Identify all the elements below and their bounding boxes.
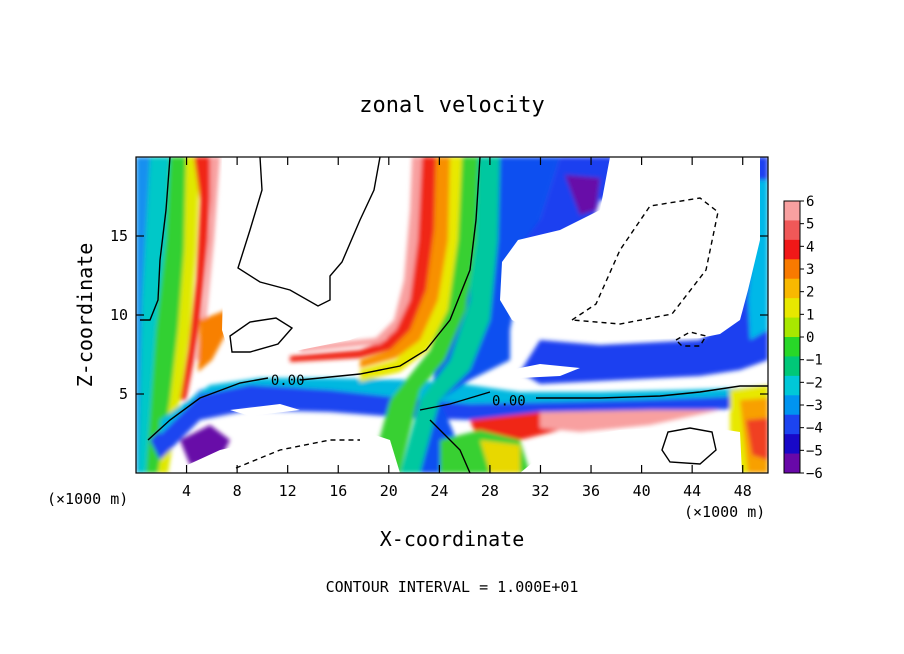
colorbar-swatch <box>784 259 800 280</box>
y-tick-label: 5 <box>119 385 128 403</box>
field-left-red <box>180 157 212 400</box>
x-tick-label: 28 <box>481 482 499 500</box>
field-lowmid-yellow <box>480 440 520 473</box>
contour-label: 0.00 <box>271 373 305 389</box>
colorbar-label: 4 <box>806 239 814 255</box>
x-tick-label: 24 <box>430 482 448 500</box>
x-unit-label-right: (×1000 m) <box>684 503 765 521</box>
colorbar-swatch <box>784 317 800 338</box>
contour-dashed-small <box>674 331 708 347</box>
field-left-yellow <box>158 157 200 473</box>
contour-upper-left <box>237 157 381 307</box>
colorbar-swatch <box>784 395 800 416</box>
colorbar-label: 2 <box>806 285 814 301</box>
y-axis-ticks: 5 10 15 <box>110 227 768 403</box>
colorbar-swatch <box>784 356 800 377</box>
contour-label: 0.00 <box>492 393 526 409</box>
field-col-yellow <box>360 157 462 382</box>
field-right-red <box>746 418 768 460</box>
contour-dashed-right <box>569 197 719 325</box>
colorbar: 6 5 4 3 2 1 0 −1 −2 −3 −4 −5 −6 <box>783 194 823 482</box>
white-upper-right <box>500 157 760 340</box>
field-left-orange <box>198 310 228 372</box>
colorbar-swatch <box>784 414 800 435</box>
field-right-blue <box>510 157 768 384</box>
colorbar-label: 0 <box>806 330 814 346</box>
x-tick-label: 12 <box>279 482 297 500</box>
x-axis-label: X-coordinate <box>380 527 525 551</box>
x-tick-label: 48 <box>734 482 752 500</box>
chart-title: zonal velocity <box>359 93 544 118</box>
x-tick-label: 36 <box>582 482 600 500</box>
contour-zero-left <box>140 157 171 321</box>
field-left-pink <box>196 157 220 360</box>
contour-interval-note: CONTOUR INTERVAL = 1.000E+01 <box>326 578 579 596</box>
colorbar-swatch <box>784 434 800 454</box>
colorbar-label: −5 <box>806 443 823 459</box>
contour-labels: 0.00 0.00 <box>271 373 526 410</box>
field-fill <box>136 157 768 473</box>
colorbar-swatch <box>784 375 800 396</box>
field-bottom-cyan <box>160 378 768 435</box>
colorbar-label: −3 <box>806 398 823 414</box>
colorbar-swatch <box>784 220 800 241</box>
contour-zero-right-b <box>536 385 768 399</box>
y-tick-label: 15 <box>110 227 128 245</box>
colorbar-label: 1 <box>806 307 814 323</box>
field-left-cyan <box>138 157 170 473</box>
colorbar-label: −6 <box>806 466 823 482</box>
x-tick-label: 20 <box>380 482 398 500</box>
colorbar-label: 6 <box>806 194 814 210</box>
white-right-gap <box>500 364 580 378</box>
colorbar-swatch <box>784 337 800 357</box>
x-tick-label: 4 <box>182 482 191 500</box>
contour-dashed-low <box>235 439 360 469</box>
field-left-green <box>146 157 190 473</box>
field-col-green <box>370 157 478 473</box>
colorbar-swatch <box>784 201 800 221</box>
contour-lines <box>140 157 768 473</box>
white-low-right <box>520 426 742 473</box>
x-tick-label: 8 <box>233 482 242 500</box>
colorbar-swatch <box>784 453 800 474</box>
x-unit-label: (×1000 m) <box>47 490 128 508</box>
y-tick-label: 10 <box>110 306 128 324</box>
contour-zero-main-b <box>299 157 481 381</box>
white-low-left <box>170 430 400 473</box>
contour-zero-main <box>147 377 269 441</box>
colorbar-swatch <box>784 298 800 318</box>
colorbar-label: −4 <box>806 421 823 437</box>
colorbar-label: 5 <box>806 217 814 233</box>
colorbar-label: −2 <box>806 375 823 391</box>
field-white-regions <box>170 157 760 473</box>
contour-low-mid <box>429 419 471 473</box>
colorbar-label: 3 <box>806 262 814 278</box>
contour-small-left <box>229 317 294 353</box>
x-tick-label: 40 <box>633 482 651 500</box>
contour-low-right <box>661 427 717 465</box>
field-lowmid-pink <box>540 410 720 432</box>
colorbar-swatch <box>784 239 800 260</box>
x-tick-label: 16 <box>329 482 347 500</box>
x-axis-ticks: 4 8 12 16 20 24 28 32 36 40 44 48 <box>182 157 752 500</box>
field-right-purple <box>565 175 600 215</box>
white-bandgap <box>230 404 300 416</box>
colorbar-swatch <box>784 278 800 299</box>
field-col-red <box>290 157 436 362</box>
y-axis-label: Z-coordinate <box>73 243 97 388</box>
field-plot: 0.00 0.00 <box>136 157 768 473</box>
x-tick-label: 44 <box>683 482 701 500</box>
x-tick-label: 32 <box>531 482 549 500</box>
contour-zero-right <box>419 391 491 411</box>
colorbar-label: −1 <box>806 353 823 369</box>
white-upper-left <box>222 157 408 356</box>
